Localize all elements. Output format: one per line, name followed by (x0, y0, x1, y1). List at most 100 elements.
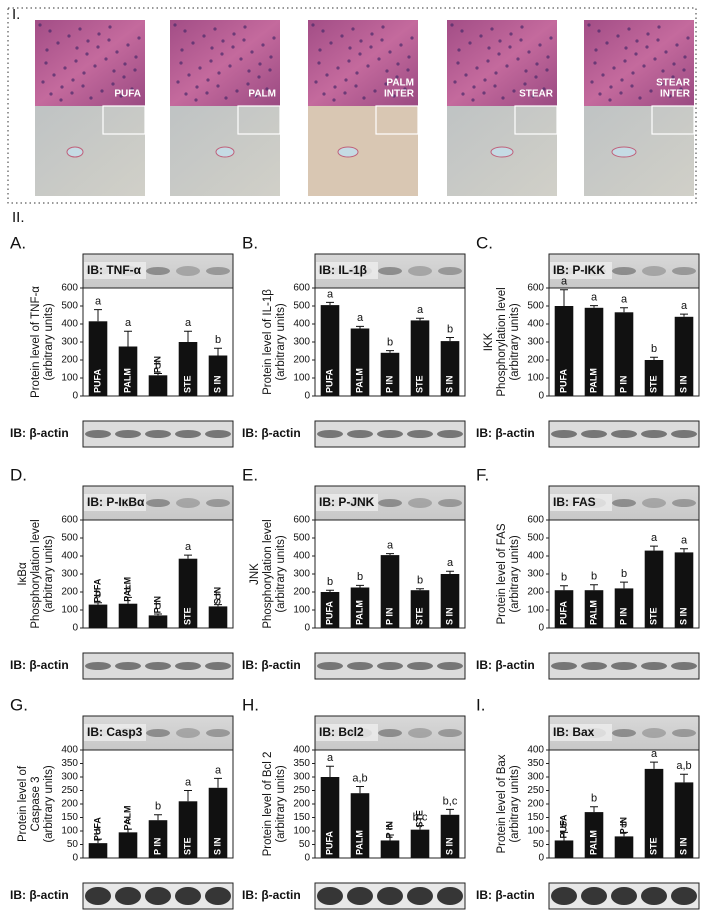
y-tick-label: 200 (293, 587, 310, 598)
bar (208, 606, 228, 628)
nucleus (453, 80, 457, 84)
nucleus (627, 27, 631, 31)
bar (644, 550, 664, 628)
nucleus (493, 84, 497, 88)
category-label: PALM (588, 600, 598, 625)
category-label: P IN (618, 608, 628, 625)
bar (118, 346, 138, 396)
y-tick-label: 250 (527, 785, 544, 796)
y-tick-label: 500 (61, 533, 78, 544)
nucleus (396, 62, 400, 66)
bar (584, 307, 604, 396)
nucleus (179, 61, 183, 65)
error-bar (154, 613, 162, 616)
category-label: STE (182, 837, 192, 855)
y-tick-label: 300 (61, 569, 78, 580)
nucleus (268, 68, 272, 72)
nucleus (509, 32, 513, 36)
error-bar (620, 307, 628, 313)
category-label: P IN (152, 596, 162, 613)
error-bar (446, 337, 454, 342)
actin-band (317, 430, 343, 438)
nucleus (48, 29, 52, 33)
actin-band (551, 430, 577, 438)
blot-band (438, 499, 462, 507)
blot-band (408, 728, 432, 738)
nucleus (612, 66, 616, 70)
nucleus (380, 38, 384, 42)
nucleus (657, 25, 661, 29)
significance-letter: a (621, 294, 628, 306)
significance-letter: a (591, 292, 598, 304)
nucleus (642, 64, 646, 68)
y-tick-label: 100 (527, 605, 544, 616)
nucleus (52, 73, 56, 77)
nucleus (523, 82, 527, 86)
significance-letter: a (681, 535, 688, 547)
blot-band (672, 499, 696, 507)
bar (554, 840, 574, 858)
nucleus (668, 94, 672, 98)
nucleus (508, 45, 512, 49)
blot-band (612, 729, 636, 737)
significance-letter: b (357, 571, 363, 583)
category-label: P IN (384, 376, 394, 393)
significance-letter: b (417, 575, 423, 587)
actin-band (347, 430, 373, 438)
nucleus (78, 27, 82, 31)
nucleus (261, 43, 265, 47)
bar (614, 312, 634, 396)
nucleus (272, 36, 276, 40)
nucleus (624, 46, 628, 50)
nucleus (482, 91, 486, 95)
bar (350, 328, 370, 396)
significance-letter: b (125, 583, 131, 595)
actin-label: IB: β-actin (10, 658, 69, 672)
category-label: PALM (122, 577, 132, 602)
panel-label: A. (10, 233, 26, 252)
error-bar (154, 373, 162, 376)
blot-band (672, 729, 696, 737)
nucleus (126, 43, 130, 47)
nucleus (343, 91, 347, 95)
nucleus (385, 69, 389, 73)
blot-band (378, 267, 402, 275)
category-label: S IN (678, 837, 688, 855)
nucleus (133, 68, 137, 72)
category-label: S IN (212, 837, 222, 855)
y-axis-label: Protein level of Bcl 2 (262, 752, 274, 857)
nucleus (519, 38, 523, 42)
y-axis-label: Phosphorylation level (496, 287, 508, 396)
significance-letter: a (327, 288, 334, 300)
actin-label: IB: β-actin (476, 888, 535, 902)
actin-band (437, 662, 463, 670)
significance-letter: b (621, 818, 627, 830)
nucleus (475, 66, 479, 70)
nucleus (605, 41, 609, 45)
histology-he (447, 20, 557, 106)
significance-letter: a,b (352, 772, 367, 784)
y-tick-label: 150 (527, 812, 544, 823)
y-tick-label: 350 (61, 758, 78, 769)
significance-letter: a (651, 532, 658, 544)
nucleus (70, 91, 74, 95)
nucleus (348, 46, 352, 50)
histology-sirius (308, 106, 418, 196)
nucleus (653, 57, 657, 61)
significance-letter: a (125, 317, 132, 329)
nucleus (333, 85, 337, 89)
nucleus (209, 59, 213, 63)
actin-label: IB: β-actin (242, 658, 301, 672)
error-bar (184, 554, 192, 559)
y-tick-label: 0 (72, 853, 78, 864)
nucleus (44, 61, 48, 65)
error-bar (214, 777, 222, 788)
nucleus (340, 34, 344, 38)
nucleus (108, 25, 112, 29)
category-label: PALM (588, 368, 598, 393)
significance-letter: a (651, 748, 658, 760)
bar (614, 588, 634, 628)
blot-label: IB: P-IκBα (87, 495, 145, 509)
y-axis-label: IKK (483, 332, 495, 351)
